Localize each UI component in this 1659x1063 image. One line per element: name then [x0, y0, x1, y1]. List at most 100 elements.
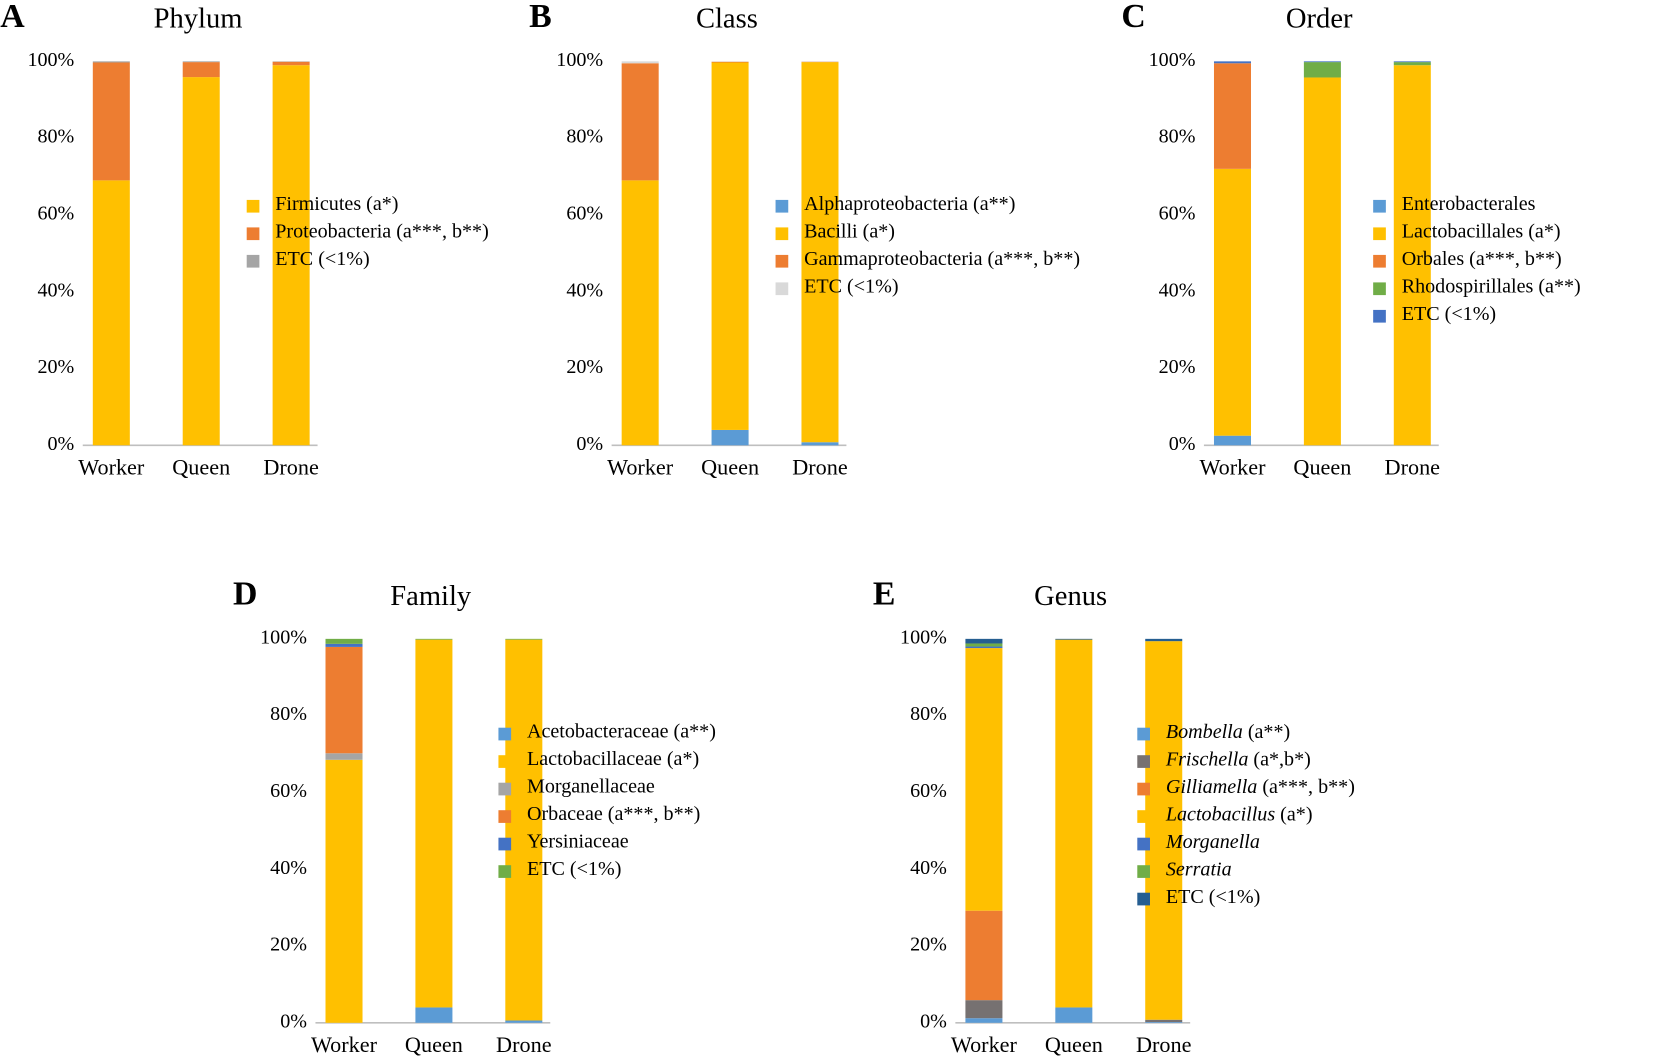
legend-swatch [498, 865, 512, 878]
bar-segment [182, 62, 220, 78]
panel-letter: A [0, 0, 25, 35]
chart-title: Order [1286, 4, 1353, 35]
bar-segment [1213, 435, 1251, 446]
y-tick-label: 60% [566, 203, 603, 225]
bar-segment [965, 910, 1003, 1001]
legend-swatch [775, 282, 789, 296]
legend-swatch [1373, 227, 1386, 241]
bar-segment [415, 1007, 453, 1023]
legend-label: Lactobacillales (a*) [1402, 220, 1561, 242]
legend-label: ETC (<1%) [275, 248, 369, 270]
bar-segment [272, 65, 310, 446]
legend-label: ETC (<1%) [527, 858, 621, 880]
legend-swatch [1373, 282, 1386, 296]
bar-segment [1145, 638, 1183, 642]
legend-swatch [1373, 309, 1386, 323]
bar-segment [1213, 168, 1251, 436]
y-tick-label: 80% [910, 703, 947, 725]
bar-segment [1303, 61, 1341, 63]
legend-swatch [498, 810, 512, 823]
bar-segment [711, 62, 749, 430]
chart-title: Genus [1034, 581, 1107, 612]
legend-swatch [1373, 199, 1386, 213]
bar-segment [621, 61, 659, 64]
legend-swatch [775, 254, 789, 268]
legend-swatch [1137, 892, 1150, 906]
bar-segment [415, 639, 453, 1008]
legend-label: Gilliamella (a***, b**) [1166, 776, 1355, 798]
bar-segment [505, 1020, 543, 1023]
y-tick-label: 20% [910, 934, 947, 956]
bar-segment [965, 1000, 1003, 1019]
bar-segment [92, 61, 130, 63]
y-tick-label: 20% [270, 934, 307, 956]
bar-segment [92, 180, 130, 446]
y-tick-label: 20% [37, 356, 74, 378]
legend-label: ETC (<1%) [1402, 303, 1496, 325]
y-tick-label: 80% [270, 703, 307, 725]
legend-label: Bacilli (a*) [804, 220, 895, 242]
legend-swatch [498, 727, 512, 741]
bar-segment [272, 61, 310, 66]
bar-segment [1055, 638, 1093, 640]
y-tick-label: 80% [37, 126, 74, 148]
bar-segment [325, 646, 363, 754]
panel: D Family 0% 20% 40% 60% 80% 100% Worker Queen Dron… [233, 575, 716, 1057]
bar-segment [92, 62, 130, 181]
legend-label: Orbales (a***, b**) [1402, 248, 1562, 270]
x-tick-label: Worker [951, 1032, 1018, 1057]
y-tick-label: 40% [910, 857, 947, 879]
bar-segment [1213, 61, 1251, 64]
bar-segment [1393, 61, 1431, 63]
bar-segment [965, 638, 1003, 644]
legend-label: Enterobacterales [1402, 193, 1536, 215]
bar-segment [965, 648, 1003, 911]
y-tick-label: 60% [37, 203, 74, 225]
legend-swatch [1137, 865, 1150, 878]
legend-label: Serratia [1166, 858, 1232, 880]
x-tick-label: Drone [263, 455, 319, 480]
y-tick-label: 100% [27, 49, 74, 71]
x-tick-label: Drone [1385, 455, 1441, 480]
y-tick-label: 100% [1149, 49, 1196, 71]
y-tick-label: 40% [1159, 279, 1196, 301]
panel-letter: E [873, 575, 896, 612]
x-tick-label: Worker [607, 455, 674, 480]
bar-segment [325, 643, 363, 647]
legend-label: Morganellaceae [527, 776, 655, 798]
bar-segment [505, 638, 543, 640]
x-tick-label: Drone [496, 1032, 552, 1057]
x-tick-label: Worker [311, 1032, 378, 1057]
y-tick-label: 0% [280, 1010, 307, 1032]
bar-segment [325, 753, 363, 760]
legend-swatch [246, 199, 260, 213]
bar-segment [1393, 62, 1431, 66]
x-tick-label: Queen [1293, 455, 1351, 480]
panel-letter: D [233, 575, 257, 612]
bar-segment [801, 62, 839, 443]
legend-swatch [246, 227, 260, 241]
x-tick-label: Queen [701, 455, 759, 480]
y-tick-label: 80% [1159, 126, 1196, 148]
bar-segment [621, 180, 659, 446]
y-tick-label: 100% [900, 626, 947, 648]
bar-segment [711, 61, 749, 63]
y-tick-label: 60% [910, 780, 947, 802]
panel-letter: B [529, 0, 552, 35]
y-tick-label: 40% [270, 857, 307, 879]
bar-segment [965, 646, 1003, 649]
bar-segment [182, 61, 220, 63]
y-tick-label: 100% [556, 49, 603, 71]
bar-segment [1145, 641, 1183, 1020]
legend-label: Proteobacteria (a***, b**) [275, 220, 489, 242]
x-tick-label: Drone [792, 455, 848, 480]
legend-label: Orbaceae (a***, b**) [527, 803, 700, 825]
legend-label: Frischella (a*,b*) [1165, 748, 1311, 770]
legend-swatch [1137, 727, 1150, 741]
y-tick-label: 60% [270, 780, 307, 802]
panel: A Phylum 0% 20% 40% 60% 80% 100% Worker Queen Dron… [0, 0, 489, 480]
x-tick-label: Queen [172, 455, 230, 480]
legend-label: Rhodospirillales (a**) [1402, 275, 1581, 297]
bar-segment [325, 759, 363, 1023]
